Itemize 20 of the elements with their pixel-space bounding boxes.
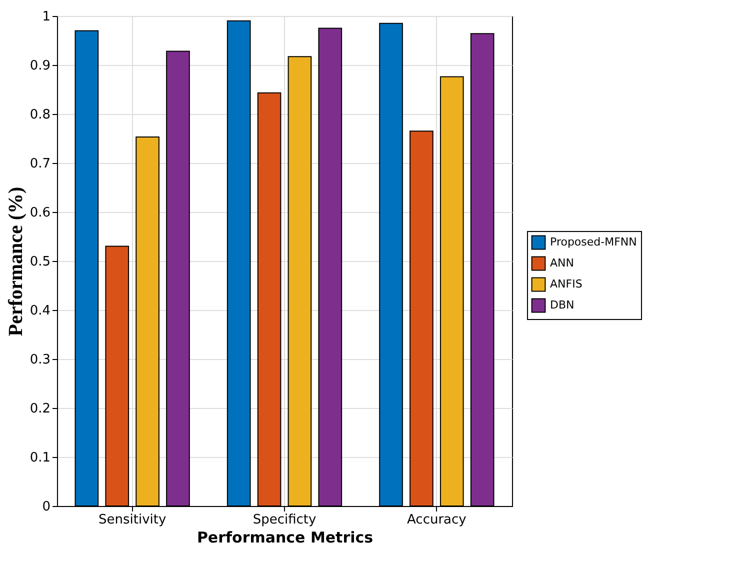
y-tick-label: 0.7 (30, 156, 50, 172)
y-tick-label: 1 (42, 10, 50, 24)
y-tick-label: 0.5 (30, 254, 50, 270)
y-tick-label: 0.2 (30, 402, 50, 416)
y-tick-label: 0.1 (30, 450, 50, 466)
x-tick-label: Sensitivity (98, 512, 166, 528)
legend-label: Proposed-MFNN (550, 236, 637, 248)
y-tick-label: 0.8 (30, 108, 50, 122)
y-tick-label: 0 (42, 500, 50, 514)
y-tick-label: 0.3 (30, 352, 50, 368)
y-tick-label: 0.4 (30, 304, 50, 318)
y-tick-label: 0.6 (30, 206, 50, 220)
x-axis-title: Performance Metrics (196, 528, 374, 546)
y-tick-label: 0.9 (30, 58, 50, 74)
legend-label: ANN (550, 256, 574, 270)
x-tick-label: Accuracy (406, 512, 467, 528)
x-tick-label: Specificty (252, 512, 316, 528)
y-axis-title: Performance (%) (4, 186, 27, 336)
legend-label: ANFIS (550, 278, 582, 290)
legend-label: DBN (550, 298, 574, 312)
